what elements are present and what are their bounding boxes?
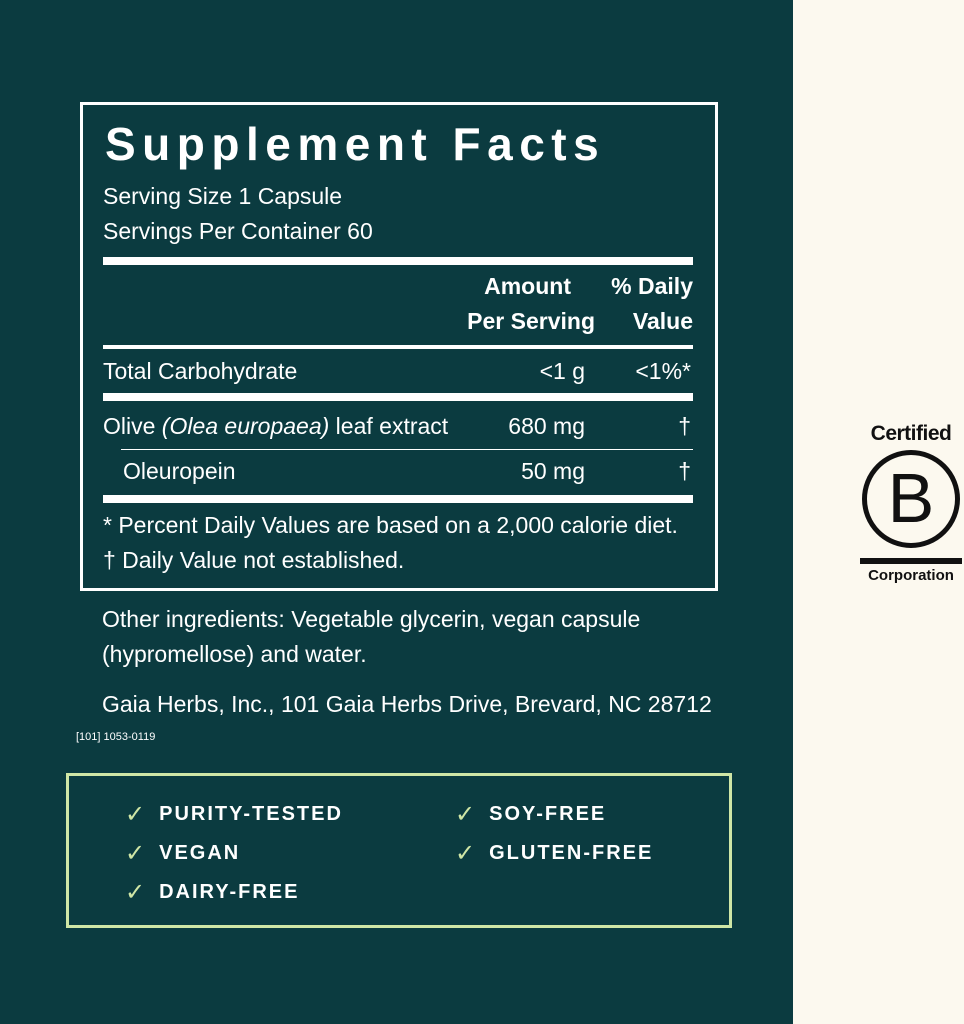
divider <box>103 495 693 503</box>
supplement-facts-box: Supplement Facts Serving Size 1 Capsule … <box>80 102 718 591</box>
claim: ✓ DAIRY-FREE <box>125 878 300 907</box>
claim-label: GLUTEN-FREE <box>489 842 654 864</box>
row-dv: <1%* <box>635 358 691 384</box>
dv-header-2: Value <box>632 308 693 334</box>
product-code: [101] 1053-0119 <box>76 731 156 743</box>
amount-header-2: Per Serving <box>467 308 595 334</box>
claim-label: SOY-FREE <box>489 803 607 825</box>
logo-bottom-text: Corporation <box>868 567 954 584</box>
divider <box>103 257 693 265</box>
check-icon: ✓ <box>455 801 476 828</box>
check-icon: ✓ <box>455 840 476 867</box>
other-ingredients-cont: (hypromellose) and water. <box>102 641 367 667</box>
row-name: Olive (Olea europaea) leaf extract <box>103 413 448 440</box>
claim-label: PURITY-TESTED <box>159 803 343 825</box>
logo-top-text: Certified <box>870 422 952 445</box>
row-amount: 50 mg <box>521 458 585 484</box>
name-post: leaf extract <box>329 413 449 439</box>
name-pre: Olive <box>103 413 162 439</box>
b-icon: B <box>862 450 960 548</box>
claim: ✓ PURITY-TESTED <box>125 800 343 829</box>
row-dv: † <box>678 413 691 439</box>
dv-header-1: % Daily <box>611 273 693 299</box>
check-icon: ✓ <box>125 801 146 828</box>
claim: ✓ VEGAN <box>125 839 240 868</box>
claims-box: ✓ PURITY-TESTED ✓ VEGAN ✓ DAIRY-FREE ✓ SOY-F… <box>66 773 732 928</box>
divider <box>103 345 693 349</box>
b-corp-logo: Certified B Corporation <box>858 422 964 584</box>
claim-label: VEGAN <box>159 842 241 864</box>
label-panel: Supplement Facts Serving Size 1 Capsule … <box>0 0 793 1024</box>
amount-header-1: Amount <box>484 273 571 299</box>
check-icon: ✓ <box>125 879 146 906</box>
claim: ✓ GLUTEN-FREE <box>455 839 653 868</box>
servings-per-container: Servings Per Container 60 <box>103 218 373 244</box>
name-latin: (Olea europaea) <box>161 413 330 439</box>
address: Gaia Herbs, Inc., 101 Gaia Herbs Drive, … <box>102 691 712 717</box>
check-icon: ✓ <box>125 840 146 867</box>
row-name: Total Carbohydrate <box>103 358 298 384</box>
serving-size: Serving Size 1 Capsule <box>103 183 343 209</box>
divider <box>103 393 693 401</box>
row-dv: † <box>678 458 691 484</box>
other-ingredients: Other ingredients: Vegetable glycerin, v… <box>102 606 641 632</box>
logo-bar <box>860 558 962 564</box>
row-amount: <1 g <box>539 358 585 384</box>
footnote-dv: * Percent Daily Values are based on a 2,… <box>103 512 678 538</box>
footnote-dagger: † Daily Value not established. <box>103 547 405 573</box>
row-name: Oleuropein <box>123 458 236 484</box>
claim-label: DAIRY-FREE <box>159 881 300 903</box>
claim: ✓ SOY-FREE <box>455 800 606 829</box>
row-amount: 680 mg <box>508 413 585 439</box>
facts-title: Supplement Facts <box>105 118 606 170</box>
divider <box>121 449 693 450</box>
